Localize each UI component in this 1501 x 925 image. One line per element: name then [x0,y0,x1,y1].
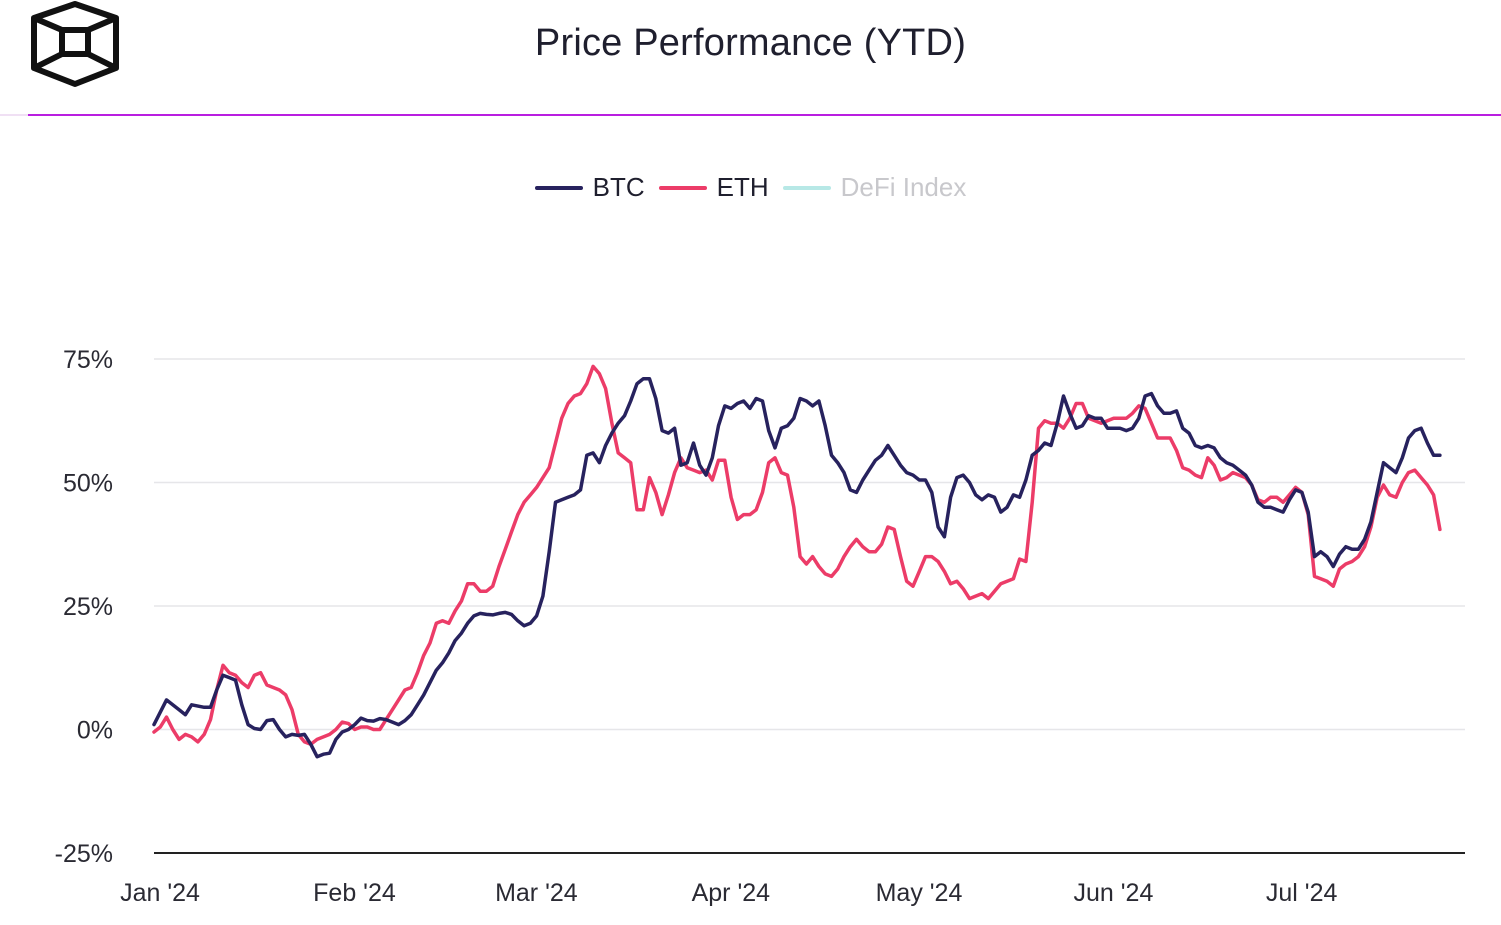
x-tick-label: Jul '24 [1266,879,1338,907]
legend-swatch-defi-index [782,185,831,190]
x-tick-label: Jan '24 [120,879,200,907]
chart-legend: BTC ETH DeFi Index [0,172,1501,203]
legend-label-eth: ETH [716,172,769,202]
y-tick-label: 0% [77,717,113,745]
x-tick-label: Apr '24 [692,879,771,907]
series-line-eth [152,364,1442,747]
logo-cube-icon [31,1,119,87]
legend-swatch-btc [534,185,583,190]
header-accent-line [28,114,1501,116]
y-tick-label: -25% [55,840,113,868]
y-tick-label: 25% [63,593,113,621]
x-tick-label: Jun '24 [1074,879,1154,907]
page-title: Price Performance (YTD) [534,22,967,64]
header: Price Performance (YTD) [0,0,1501,116]
y-tick-label: 75% [63,346,113,374]
y-tick-label: 50% [63,470,113,498]
x-tick-label: May '24 [876,879,963,907]
legend-label-btc: BTC [592,172,645,202]
legend-item-defi-index[interactable]: DeFi Index [782,172,967,203]
x-tick-label: Feb '24 [313,879,396,907]
legend-item-eth[interactable]: ETH [658,172,769,203]
x-tick-label: Mar '24 [495,879,578,907]
legend-item-btc[interactable]: BTC [534,172,645,203]
legend-swatch-eth [658,185,707,190]
header-divider [0,114,1501,117]
series-line-btc [152,377,1442,759]
legend-label-defi-index: DeFi Index [840,172,967,202]
